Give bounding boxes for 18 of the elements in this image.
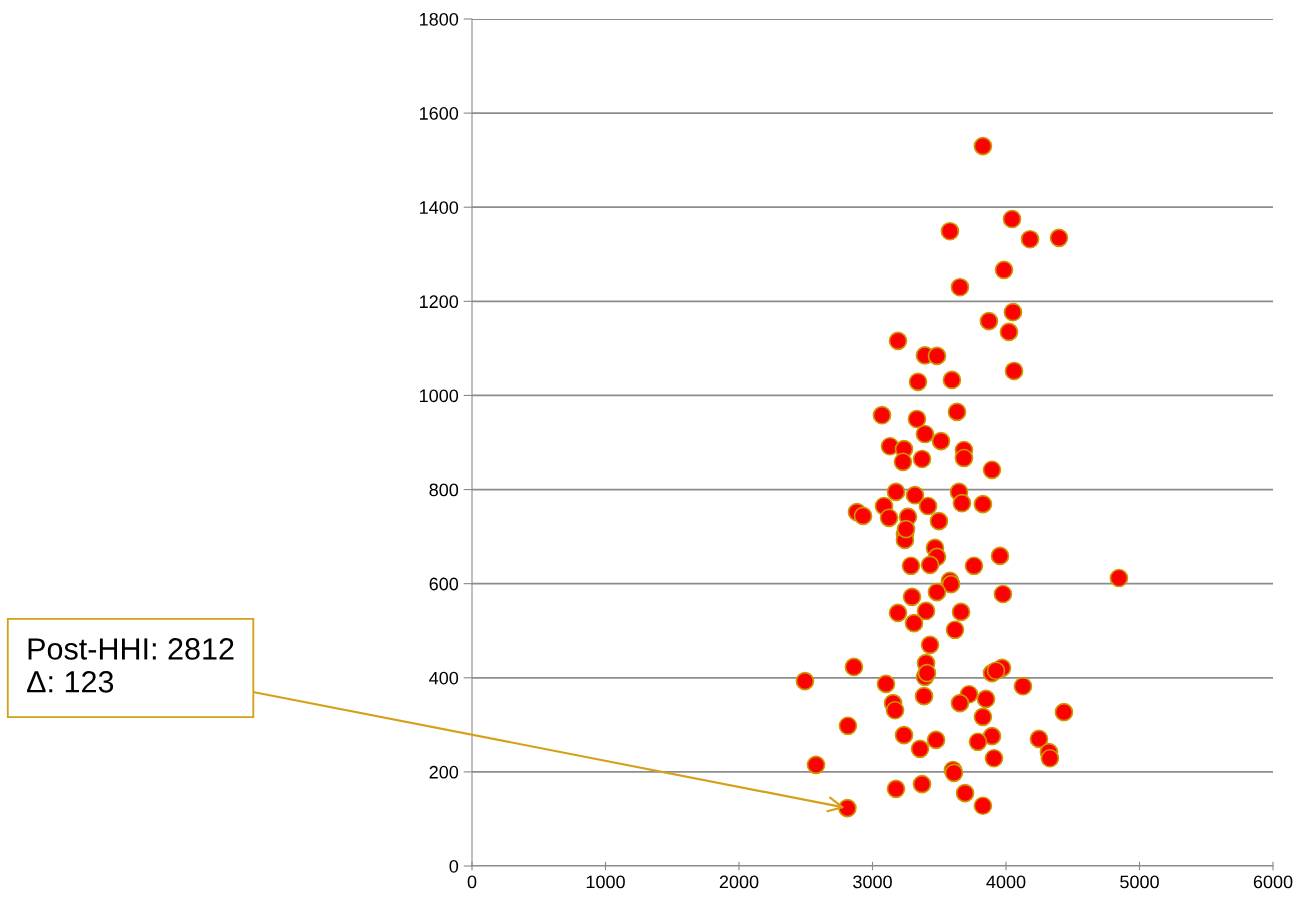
y-tick-label: 600 — [429, 577, 459, 591]
x-tick-label: 3000 — [853, 875, 892, 889]
x-tick-label: 0 — [467, 875, 477, 889]
annotation: Post-HHI: 2812 Δ: 123 — [27, 638, 234, 693]
x-tick-label: 6000 — [1253, 875, 1293, 889]
y-tick-label: 1800 — [420, 12, 459, 26]
y-tick-label: 1600 — [420, 107, 459, 120]
x-tick-label: 5000 — [1120, 875, 1159, 889]
y-tick-label: 800 — [429, 483, 459, 497]
y-tick-label: 1400 — [420, 201, 459, 214]
y-tick-label: 0 — [449, 859, 459, 873]
x-tick-label: 2000 — [719, 875, 759, 889]
x-tick-label: 1000 — [586, 875, 625, 889]
y-tick-label: 400 — [429, 671, 459, 685]
y-tick-label: 1000 — [420, 389, 459, 403]
x-tick-label: 4000 — [986, 875, 1026, 889]
y-tick-label: 200 — [429, 765, 459, 779]
y-tick-label: 1200 — [420, 295, 459, 309]
